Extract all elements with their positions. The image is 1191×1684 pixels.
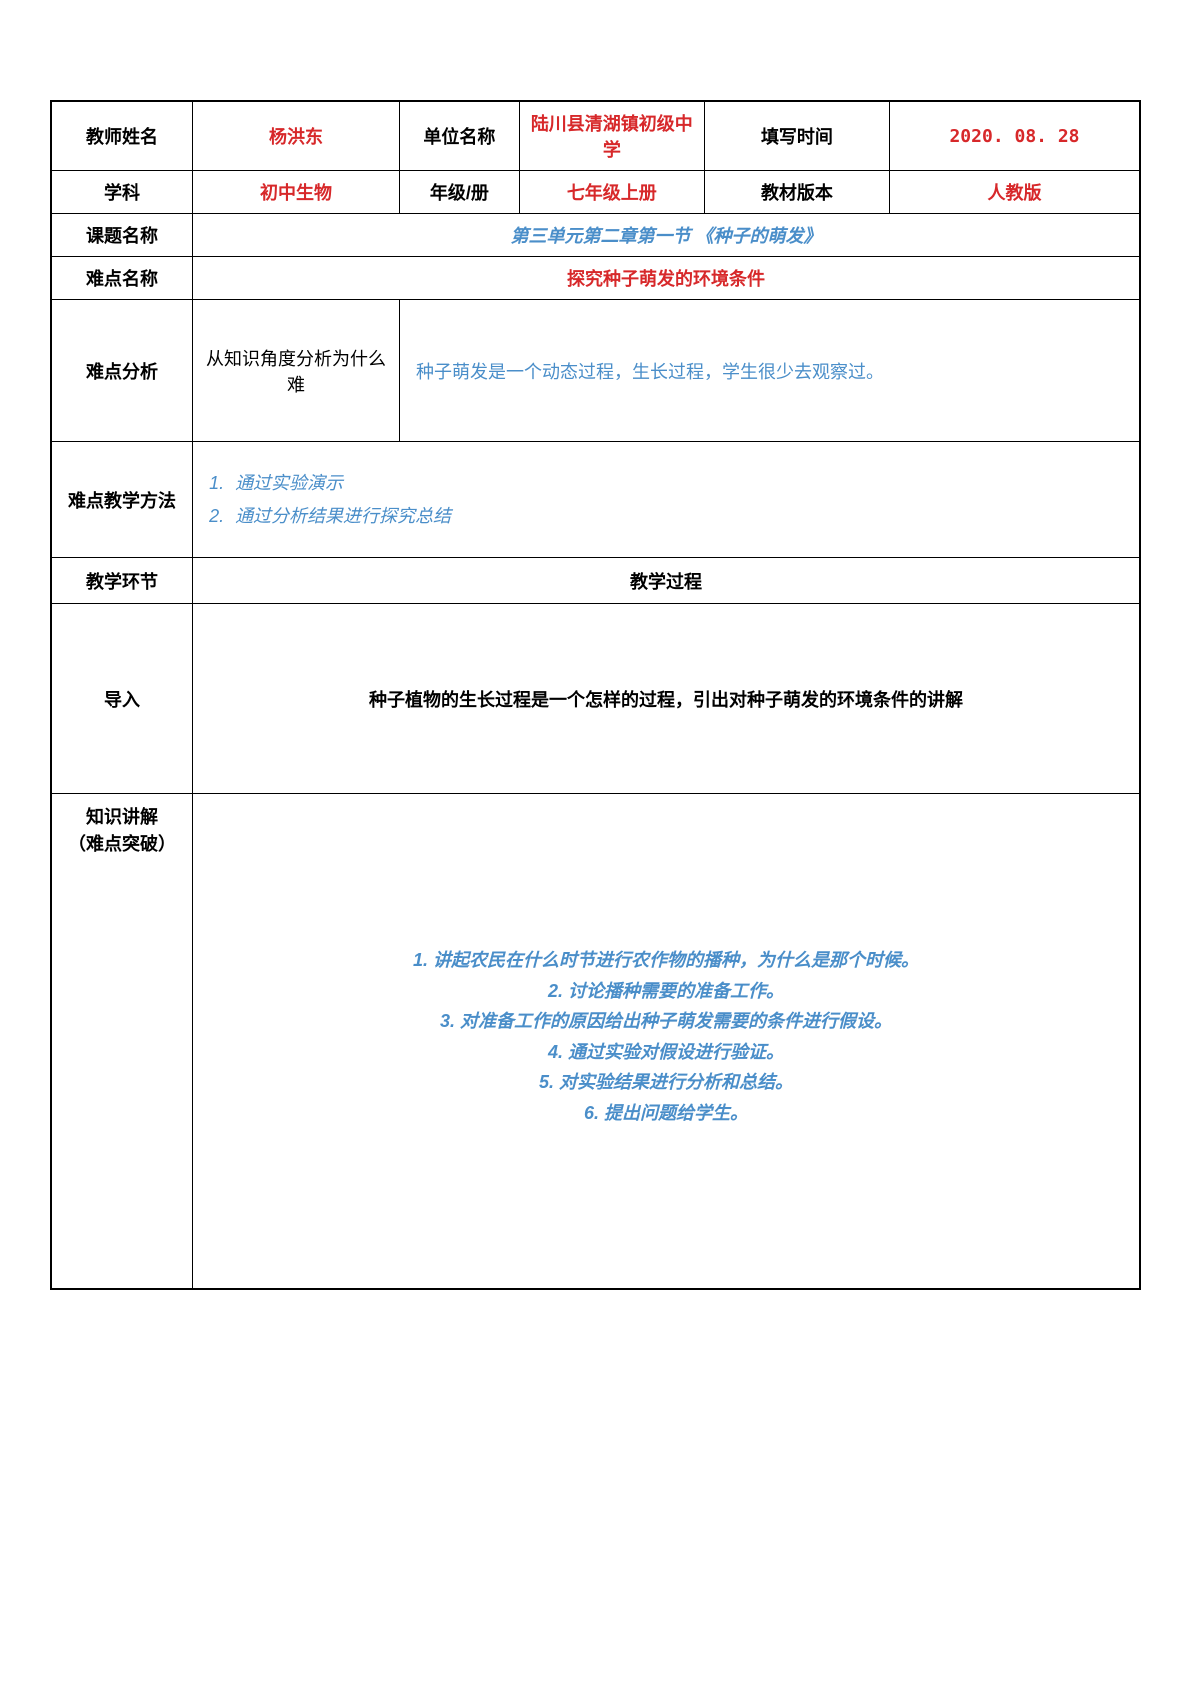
topic-name-label: 课题名称 [51, 214, 193, 257]
segment-label: 教学环节 [51, 558, 193, 604]
method-text-2: 通过分析结果进行探究总结 [235, 506, 451, 526]
process-label: 教学过程 [193, 558, 1140, 604]
fill-time-value: 2020. 08. 28 [890, 101, 1141, 171]
intro-content: 种子植物的生长过程是一个怎样的过程，引出对种子萌发的环境条件的讲解 [193, 604, 1140, 794]
unit-label: 单位名称 [399, 101, 519, 171]
topic-name-row: 课题名称 第三单元第二章第一节 《种子的萌发》 [51, 214, 1140, 257]
header-row-1: 教师姓名 杨洪东 单位名称 陆川县清湖镇初级中学 填写时间 2020. 08. … [51, 101, 1140, 171]
difficulty-name-value: 探究种子萌发的环境条件 [193, 257, 1140, 300]
intro-row: 导入 种子植物的生长过程是一个怎样的过程，引出对种子萌发的环境条件的讲解 [51, 604, 1140, 794]
textbook-label: 教材版本 [704, 171, 889, 214]
fill-time-label: 填写时间 [704, 101, 889, 171]
method-item-2: 2.通过分析结果进行探究总结 [209, 500, 1133, 532]
knowledge-label-line2: （难点突破） [58, 831, 186, 858]
knowledge-item-5: 5. 对实验结果进行分析和总结。 [199, 1067, 1133, 1098]
method-num-2: 2. [209, 500, 235, 532]
method-num-1: 1. [209, 467, 235, 499]
knowledge-item-3: 3. 对准备工作的原因给出种子萌发需要的条件进行假设。 [199, 1006, 1133, 1037]
subject-label: 学科 [51, 171, 193, 214]
analysis-label: 难点分析 [51, 300, 193, 442]
analysis-content: 种子萌发是一个动态过程，生长过程，学生很少去观察过。 [399, 300, 1140, 442]
knowledge-item-2: 2. 讨论播种需要的准备工作。 [199, 976, 1133, 1007]
knowledge-row: 知识讲解 （难点突破） 1. 讲起农民在什么时节进行农作物的播种，为什么是那个时… [51, 794, 1140, 1289]
knowledge-item-6: 6. 提出问题给学生。 [199, 1098, 1133, 1129]
method-label: 难点教学方法 [51, 442, 193, 558]
textbook-value: 人教版 [890, 171, 1141, 214]
subject-value: 初中生物 [193, 171, 400, 214]
knowledge-item-4: 4. 通过实验对假设进行验证。 [199, 1037, 1133, 1068]
grade-label: 年级/册 [399, 171, 519, 214]
lesson-plan-table: 教师姓名 杨洪东 单位名称 陆川县清湖镇初级中学 填写时间 2020. 08. … [50, 100, 1141, 1290]
teacher-name-label: 教师姓名 [51, 101, 193, 171]
difficulty-name-row: 难点名称 探究种子萌发的环境条件 [51, 257, 1140, 300]
knowledge-label-line1: 知识讲解 [58, 804, 186, 831]
unit-value: 陆川县清湖镇初级中学 [519, 101, 704, 171]
method-item-1: 1.通过实验演示 [209, 467, 1133, 499]
method-row: 难点教学方法 1.通过实验演示 2.通过分析结果进行探究总结 [51, 442, 1140, 558]
intro-label: 导入 [51, 604, 193, 794]
header-row-2: 学科 初中生物 年级/册 七年级上册 教材版本 人教版 [51, 171, 1140, 214]
topic-name-value: 第三单元第二章第一节 《种子的萌发》 [193, 214, 1140, 257]
analysis-sub-label: 从知识角度分析为什么难 [193, 300, 400, 442]
knowledge-label-cell: 知识讲解 （难点突破） [51, 794, 193, 1289]
process-header-row: 教学环节 教学过程 [51, 558, 1140, 604]
knowledge-list: 1. 讲起农民在什么时节进行农作物的播种，为什么是那个时候。 2. 讨论播种需要… [199, 945, 1133, 1129]
difficulty-name-label: 难点名称 [51, 257, 193, 300]
knowledge-content-cell: 1. 讲起农民在什么时节进行农作物的播种，为什么是那个时候。 2. 讨论播种需要… [193, 794, 1140, 1289]
method-list: 1.通过实验演示 2.通过分析结果进行探究总结 [209, 467, 1133, 532]
grade-value: 七年级上册 [519, 171, 704, 214]
teacher-name-value: 杨洪东 [193, 101, 400, 171]
method-content-cell: 1.通过实验演示 2.通过分析结果进行探究总结 [193, 442, 1140, 558]
knowledge-item-1: 1. 讲起农民在什么时节进行农作物的播种，为什么是那个时候。 [199, 945, 1133, 976]
method-text-1: 通过实验演示 [235, 473, 343, 493]
analysis-row: 难点分析 从知识角度分析为什么难 种子萌发是一个动态过程，生长过程，学生很少去观… [51, 300, 1140, 442]
